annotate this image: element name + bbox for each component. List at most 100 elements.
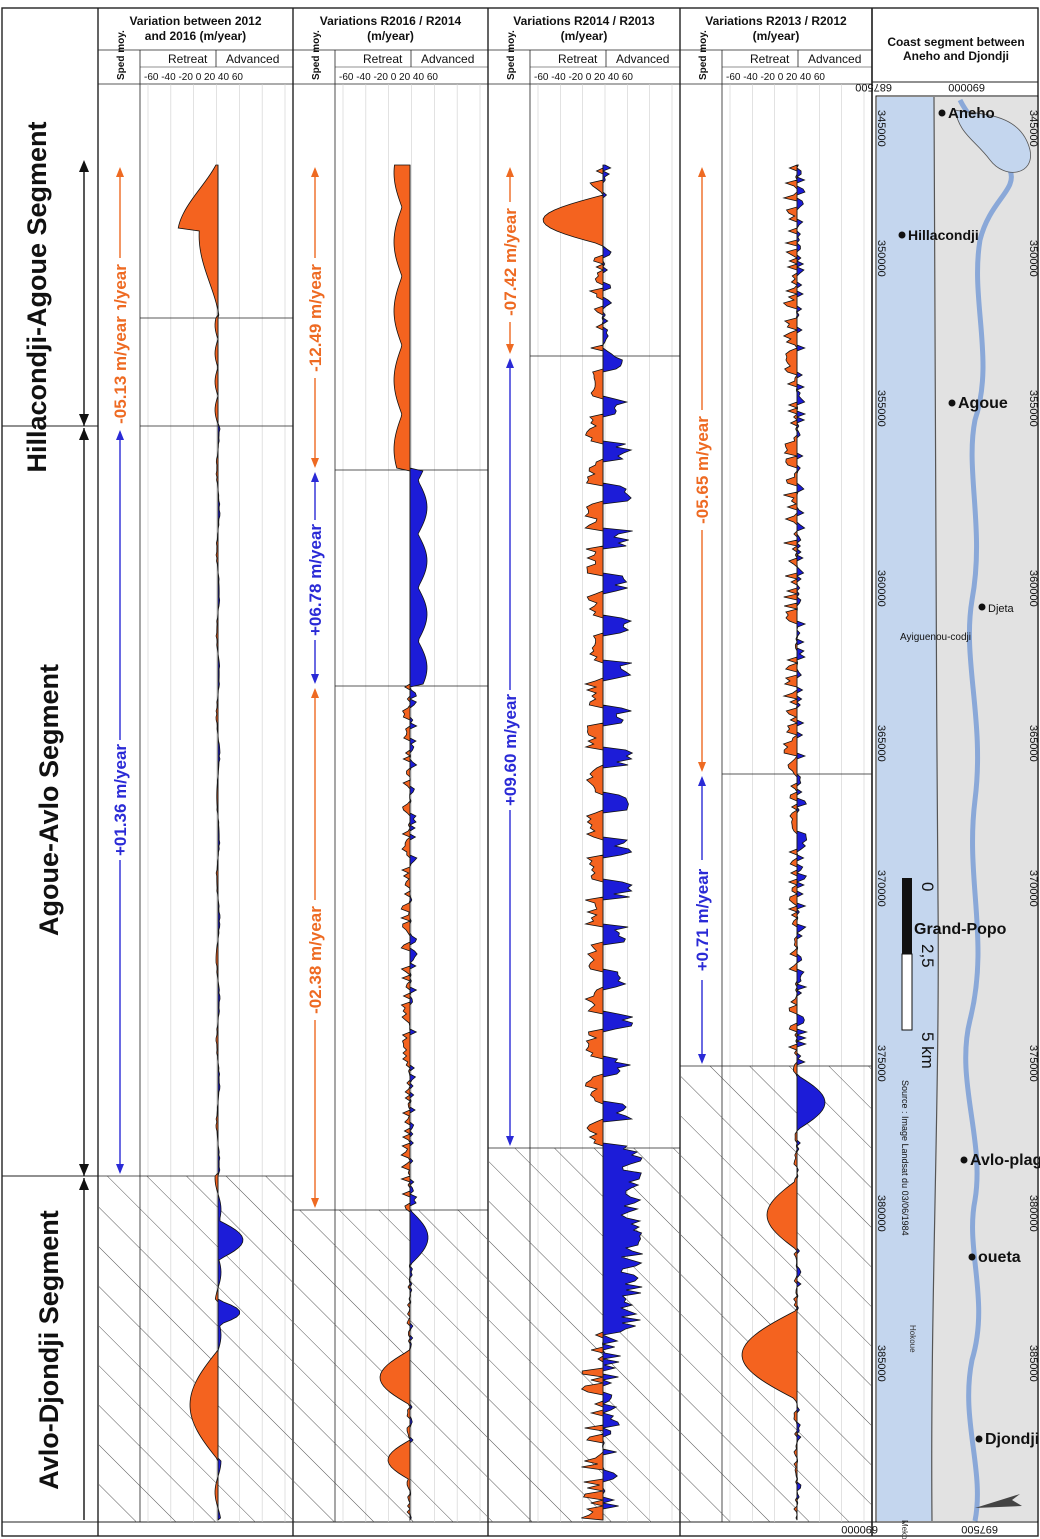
panel-title-line2: (m/year) bbox=[561, 29, 608, 43]
advanced-label: Advanced bbox=[226, 52, 279, 66]
map-y-tick-right: 345000 bbox=[1027, 110, 1039, 147]
arrowhead bbox=[311, 688, 319, 698]
map-place-label: Djeta bbox=[988, 603, 1015, 615]
map-y-ticks: 345000 345000 350000 350000 355000 355000 3600… bbox=[875, 110, 1039, 1382]
arrowhead bbox=[698, 762, 706, 772]
arrowhead bbox=[506, 167, 514, 177]
map-y-tick: 355000 bbox=[875, 390, 887, 427]
map-place-label: Hokoue bbox=[908, 1325, 917, 1353]
map-place-label: Aneho bbox=[948, 105, 995, 122]
mean-rate-annotation: -05.13 m/year bbox=[111, 316, 130, 424]
map-y-tick: 350000 bbox=[875, 240, 887, 277]
place-dot bbox=[975, 1435, 983, 1443]
map-place-label: ouetа bbox=[978, 1249, 1021, 1266]
mean-rate-annotation: +09.60 m/year bbox=[501, 694, 520, 806]
map-y-tick-right: 360000 bbox=[1027, 570, 1039, 607]
map-y-tick-right: 365000 bbox=[1027, 725, 1039, 762]
place-dot bbox=[968, 1253, 976, 1261]
retreat-label: Retreat bbox=[168, 52, 208, 66]
tick-labels: -60 -40 -20 0 20 40 60 bbox=[339, 72, 438, 83]
map-place-label: Grand-Popo bbox=[914, 921, 1007, 938]
mean-rate-annotation: -05.65 m/year bbox=[693, 416, 712, 524]
arrowhead bbox=[311, 458, 319, 468]
map-ocean bbox=[877, 97, 939, 1521]
mean-rate-annotation: -12.49 m/year bbox=[306, 264, 325, 372]
arrowhead bbox=[698, 1054, 706, 1064]
map-source: Source : Image Landsat du 03/06/1984 bbox=[900, 1080, 910, 1236]
mean-rate-annotation: -07.42 m/year bbox=[501, 208, 520, 316]
speed-label: Sped moy. bbox=[311, 30, 322, 80]
advanced-label: Advanced bbox=[421, 52, 474, 66]
retreat-label: Retreat bbox=[558, 52, 598, 66]
mean-rate-annotation: +01.36 m/year bbox=[111, 744, 130, 856]
arrowhead bbox=[116, 430, 124, 440]
place-dot bbox=[960, 1156, 968, 1164]
mean-rate-annotation: -02.38 m/year bbox=[306, 906, 325, 1014]
map-y-tick: 375000 bbox=[875, 1045, 887, 1082]
hatched-zone bbox=[681, 1066, 871, 1522]
map-y-tick: 365000 bbox=[875, 725, 887, 762]
panel-title-line1: Variations R2016 / R2014 bbox=[320, 14, 462, 28]
map-y-tick-right: 375000 bbox=[1027, 1045, 1039, 1082]
map-y-tick-right: 385000 bbox=[1027, 1345, 1039, 1382]
panel-title-line1: Variations R2014 / R2013 bbox=[513, 14, 655, 28]
annotation-bg bbox=[500, 690, 520, 810]
map-lagoon-upper bbox=[954, 109, 1031, 173]
arrowhead bbox=[116, 1164, 124, 1174]
advanced-label: Advanced bbox=[616, 52, 669, 66]
map-y-tick: 385000 bbox=[875, 1345, 887, 1382]
map-title-line2: Aneho and Djondji bbox=[903, 49, 1009, 63]
segment-label-hillacondji-agoue: Hillacondji-Agoue Segment bbox=[22, 121, 52, 472]
retreat-label: Retreat bbox=[750, 52, 790, 66]
speed-label: Sped moy. bbox=[506, 30, 517, 80]
map-y-tick-right: 370000 bbox=[1027, 870, 1039, 907]
map-place-label: Ayiguenou-codji bbox=[900, 632, 971, 643]
tick-labels: -60 -40 -20 0 20 40 60 bbox=[144, 72, 243, 83]
annotation-bg bbox=[500, 202, 520, 322]
map-top-coord-1: 687500 bbox=[855, 81, 892, 93]
map-lagoon bbox=[957, 98, 1014, 1522]
annotation-bg bbox=[692, 410, 712, 530]
map-place-label: Agoue bbox=[958, 395, 1008, 412]
place-dot bbox=[978, 603, 986, 611]
place-dot bbox=[898, 231, 906, 239]
advanced-label: Advanced bbox=[808, 52, 861, 66]
segment-label-agoue-avlo: Agoue-Avlo Segment bbox=[34, 664, 64, 936]
arrowhead bbox=[506, 358, 514, 368]
panel-title-line2: (m/year) bbox=[367, 29, 414, 43]
speed-label: Sped moy. bbox=[698, 30, 709, 80]
panel-title-line2: and 2016 (m/year) bbox=[145, 29, 246, 43]
map-place-label: Meko bbox=[900, 1520, 909, 1539]
scale-label-2-5: 2,5 bbox=[918, 944, 937, 968]
hatched-zone bbox=[489, 1148, 679, 1522]
map-y-tick: 360000 bbox=[875, 570, 887, 607]
map-y-tick-right: 380000 bbox=[1027, 1195, 1039, 1232]
map-y-tick-right: 355000 bbox=[1027, 390, 1039, 427]
panel-title-line2: (m/year) bbox=[753, 29, 800, 43]
annotation-bg bbox=[305, 258, 325, 378]
arrowhead bbox=[311, 167, 319, 177]
annotation-bg bbox=[692, 860, 712, 980]
annotation-bg bbox=[305, 520, 325, 640]
north-arrow-icon bbox=[975, 1494, 1022, 1508]
place-dot bbox=[938, 109, 946, 117]
arrowhead bbox=[506, 1136, 514, 1146]
panel-2: Variations R2016 / R2014(m/year) Sped moy… bbox=[293, 8, 489, 1536]
map-places: Aneho Hillacondji Agoue Djeta Ayiguenou-codj… bbox=[898, 105, 1040, 1539]
annotation-bg bbox=[305, 900, 325, 1020]
arrowhead bbox=[506, 344, 514, 354]
arrowhead bbox=[698, 776, 706, 786]
annotation-bg bbox=[110, 310, 130, 430]
map-place-label: Avlo-plage bbox=[970, 1152, 1040, 1169]
arrowhead bbox=[311, 674, 319, 684]
scale-label-5km: 5 km bbox=[918, 1032, 937, 1069]
arrowhead bbox=[116, 167, 124, 177]
arrowhead bbox=[698, 167, 706, 177]
annotation-bg bbox=[110, 740, 130, 860]
map-bottom-coord-1: 690000 bbox=[841, 1523, 878, 1535]
arrowhead bbox=[311, 1198, 319, 1208]
panel-3: Variations R2014 / R2013(m/year) Sped moy… bbox=[488, 8, 681, 1536]
tick-labels: -60 -40 -20 0 20 40 60 bbox=[534, 72, 633, 83]
